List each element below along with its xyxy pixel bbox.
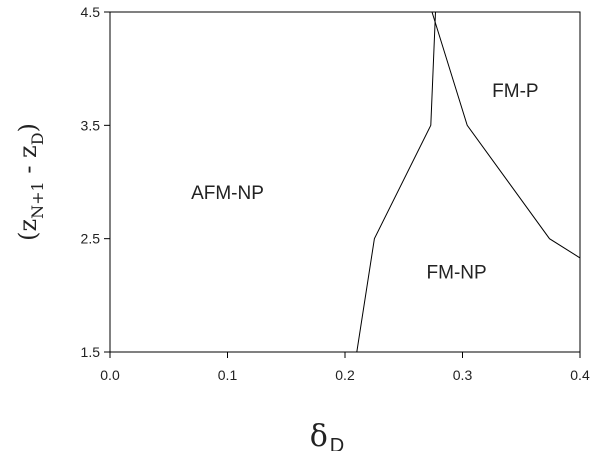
x-ticks: 0.0 0.1 0.2 0.3 0.4: [100, 352, 590, 383]
region-label-afm-np: AFM-NP: [191, 183, 264, 204]
x-tick-label: 0.0: [100, 367, 120, 383]
x-tick-label: 0.3: [453, 367, 473, 383]
plot-frame: [109, 11, 581, 353]
region-label-fm-np: FM-NP: [427, 262, 487, 283]
y-axis-open: (z: [14, 219, 42, 241]
x-axis-subscript: D: [330, 435, 344, 451]
region-labels: AFM-NP FM-P FM-NP: [191, 81, 539, 283]
region-label-fm-p: FM-P: [492, 81, 538, 102]
y-tick-label: 1.5: [81, 344, 101, 360]
x-tick-label: 0.1: [218, 367, 238, 383]
x-axis-symbol: δ: [310, 419, 328, 451]
y-axis-sub-d: D: [28, 132, 47, 145]
y-tick-label: 2.5: [81, 231, 101, 247]
y-ticks: 1.5 2.5 3.5 4.5: [81, 4, 110, 360]
y-axis-mid: - z: [14, 145, 42, 181]
phase-boundary-line-1: [356, 11, 436, 353]
x-tick-label: 0.4: [570, 367, 590, 383]
phase-boundaries: [356, 11, 581, 353]
y-tick-label: 3.5: [81, 117, 101, 133]
x-tick-label: 0.2: [335, 367, 355, 383]
y-tick-label: 4.5: [81, 4, 101, 20]
y-axis-title: (zN+1 - zD): [14, 123, 47, 241]
y-axis-close: ): [14, 123, 42, 132]
phase-boundary-line-2: [431, 11, 581, 259]
y-axis-sub-n1: N+1: [28, 181, 47, 219]
